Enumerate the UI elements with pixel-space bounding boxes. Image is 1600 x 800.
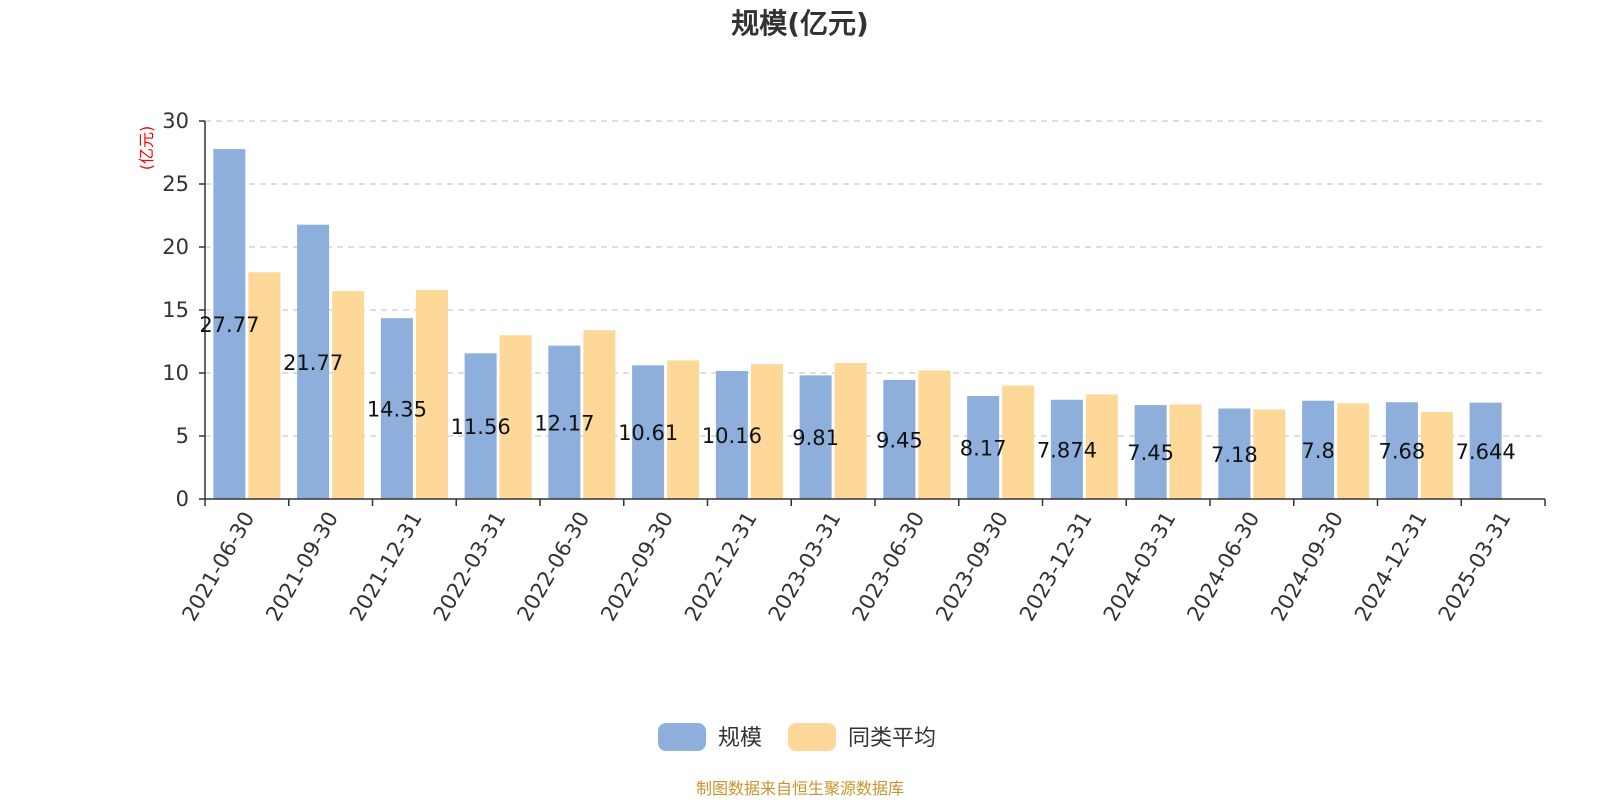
- y-tick-label: 15: [162, 298, 189, 322]
- bar-scale: [1385, 402, 1418, 499]
- data-labels: 27.77 21.77 14.35 11.56 12.17 10.61 10.16 9.81 9…: [199, 313, 1515, 467]
- bar-peer-average: [415, 289, 448, 499]
- bar-peer-average: [1337, 403, 1370, 499]
- bar-peer-average: [667, 360, 700, 499]
- legend-label: 规模: [718, 726, 762, 751]
- bar-scale: [799, 375, 832, 499]
- bar-peer-average: [750, 364, 783, 499]
- bar-scale: [548, 345, 581, 499]
- y-axis-unit-label: (亿元): [137, 126, 156, 171]
- data-label: 8.17: [960, 437, 1007, 461]
- legend-item-scale[interactable]: 规模: [658, 723, 762, 751]
- bar-peer-average: [499, 335, 532, 499]
- bar-peer-average: [1253, 409, 1286, 499]
- x-tick-label: 2022-06-30: [512, 508, 594, 626]
- bar-scale: [1218, 408, 1251, 499]
- legend[interactable]: 规模 同类平均: [658, 723, 936, 751]
- data-label: 9.81: [792, 426, 839, 450]
- bar-scale: [1469, 402, 1502, 499]
- y-axis-ticks: 0 5 10 15 20 25 30: [162, 109, 205, 511]
- bar-scale: [967, 396, 1000, 499]
- y-tick-label: 20: [162, 235, 189, 259]
- legend-swatch: [658, 723, 706, 751]
- x-tick-label: 2021-06-30: [177, 508, 259, 626]
- y-tick-label: 0: [176, 487, 189, 511]
- bar-scale: [297, 224, 330, 499]
- bar-peer-average: [1085, 394, 1118, 499]
- data-label: 21.77: [283, 351, 343, 375]
- x-tick-label: 2023-06-30: [847, 508, 929, 626]
- y-tick-label: 10: [162, 361, 189, 385]
- x-tick-label: 2024-03-31: [1099, 508, 1181, 626]
- data-label: 7.18: [1211, 443, 1258, 467]
- data-label: 27.77: [199, 313, 259, 337]
- x-tick-label: 2021-09-30: [261, 508, 343, 626]
- y-tick-label: 5: [176, 424, 189, 448]
- legend-item-peer-average[interactable]: 同类平均: [788, 723, 936, 751]
- x-tick-label: 2021-12-31: [345, 508, 427, 626]
- x-tick-label: 2024-09-30: [1266, 508, 1348, 626]
- legend-swatch: [788, 723, 836, 751]
- data-label: 7.45: [1127, 441, 1174, 465]
- data-label: 10.16: [702, 424, 762, 448]
- x-tick-label: 2024-12-31: [1350, 508, 1432, 626]
- bars: [213, 149, 1502, 499]
- data-label: 10.61: [618, 421, 678, 445]
- bar-peer-average: [1169, 404, 1202, 499]
- data-source-note: 制图数据来自恒生聚源数据库: [696, 779, 904, 798]
- bar-scale: [1134, 405, 1167, 499]
- bar-peer-average: [1420, 412, 1453, 499]
- data-label: 11.56: [451, 415, 511, 439]
- bar-scale: [1302, 400, 1335, 499]
- bar-peer-average: [332, 291, 365, 499]
- x-tick-label: 2023-12-31: [1015, 508, 1097, 626]
- data-label: 7.68: [1378, 440, 1425, 464]
- bar-scale: [464, 353, 497, 499]
- bar-scale: [632, 365, 665, 499]
- x-axis-ticks: 2021-06-30 2021-09-30 2021-12-31 2022-03-31…: [177, 499, 1546, 626]
- data-label: 14.35: [367, 398, 427, 422]
- bar-scale: [1050, 399, 1083, 499]
- legend-label: 同类平均: [848, 726, 936, 751]
- x-tick-label: 2024-06-30: [1182, 508, 1264, 626]
- y-tick-label: 25: [162, 172, 189, 196]
- x-tick-label: 2023-09-30: [931, 508, 1013, 626]
- bar-peer-average: [834, 362, 867, 499]
- bar-scale: [883, 379, 916, 499]
- data-label: 9.45: [876, 428, 923, 452]
- data-label: 12.17: [534, 411, 594, 435]
- x-tick-label: 2022-03-31: [429, 508, 511, 626]
- x-tick-label: 2025-03-31: [1434, 508, 1516, 626]
- data-label: 7.8: [1301, 439, 1334, 463]
- x-tick-label: 2022-12-31: [680, 508, 762, 626]
- bar-scale: [213, 149, 246, 499]
- chart-title: 规模(亿元): [731, 7, 869, 40]
- data-label: 7.644: [1456, 440, 1516, 464]
- bar-scale: [715, 370, 748, 499]
- x-tick-label: 2023-03-31: [764, 508, 846, 626]
- bar-peer-average: [918, 370, 951, 499]
- x-tick-label: 2022-09-30: [596, 508, 678, 626]
- bar-peer-average: [583, 330, 616, 499]
- y-tick-label: 30: [162, 109, 189, 133]
- data-label: 7.874: [1037, 438, 1097, 462]
- bar-scale: [380, 318, 413, 499]
- bar-peer-average: [1002, 385, 1035, 499]
- bar-peer-average: [248, 272, 281, 499]
